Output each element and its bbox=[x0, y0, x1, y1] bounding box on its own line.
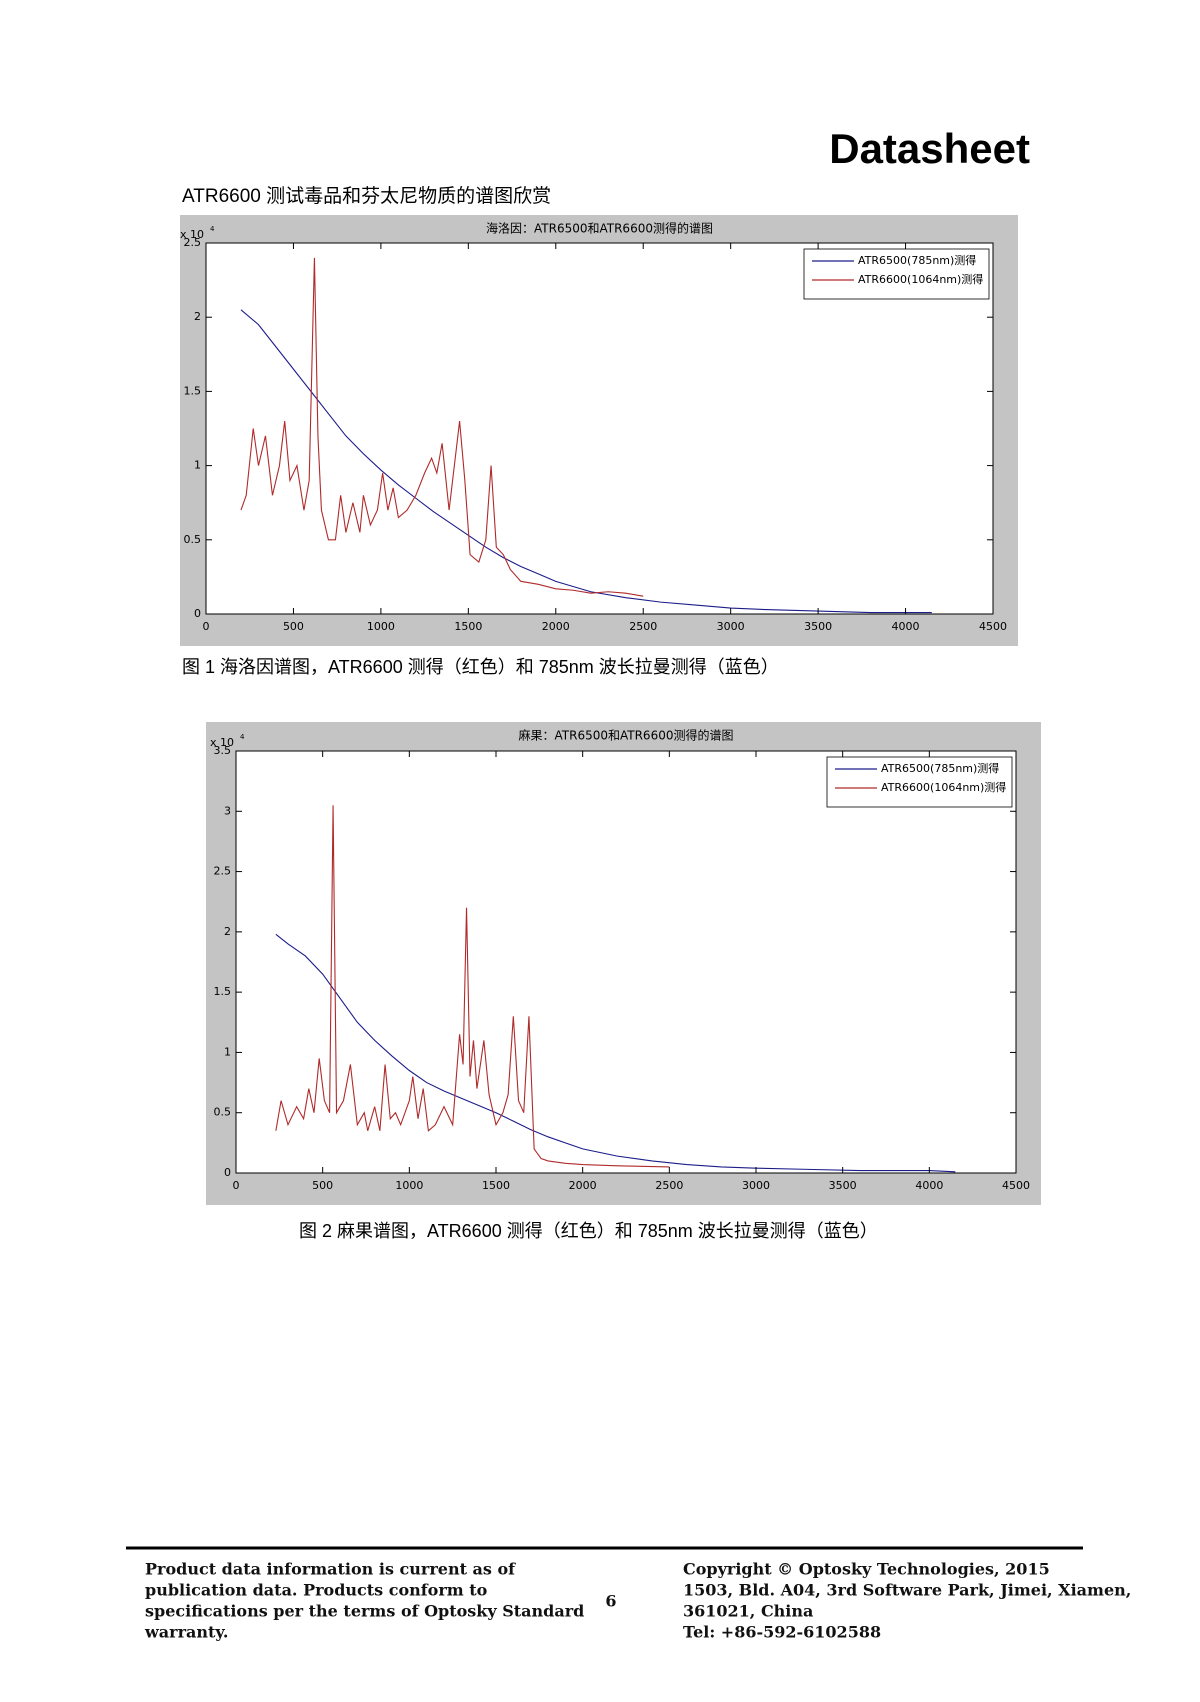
x-tick-label: 500 bbox=[283, 620, 304, 633]
footer-right: Copyright © Optosky Technologies, 2015 bbox=[683, 1560, 1050, 1579]
page-number: 6 bbox=[605, 1592, 616, 1611]
x-tick-label: 4500 bbox=[1002, 1179, 1030, 1192]
y-tick-label: 2.5 bbox=[214, 865, 232, 878]
y-tick-label: 1 bbox=[224, 1045, 231, 1058]
plot-area bbox=[236, 751, 1016, 1173]
y-tick-label: 2 bbox=[224, 925, 231, 938]
spectrum-line bbox=[240, 309, 932, 614]
figure-caption: 图 1 海洛因谱图，ATR6600 测得（红色）和 785nm 波长拉曼测得（蓝… bbox=[182, 657, 779, 677]
y-tick-label: 0.5 bbox=[184, 533, 202, 546]
x-tick-label: 4000 bbox=[915, 1179, 943, 1192]
y-multiplier: x 10 bbox=[210, 736, 234, 749]
y-tick-label: 0.5 bbox=[214, 1106, 232, 1119]
x-tick-label: 3500 bbox=[804, 620, 832, 633]
footer-left: publication data. Products conform to bbox=[145, 1581, 488, 1600]
x-tick-label: 1000 bbox=[395, 1179, 423, 1192]
x-tick-label: 2500 bbox=[655, 1179, 683, 1192]
x-tick-label: 3000 bbox=[742, 1179, 770, 1192]
plot-area bbox=[206, 243, 993, 614]
legend-box bbox=[803, 248, 990, 300]
legend-label: ATR6600(1064nm)测得 bbox=[858, 273, 983, 286]
x-tick-label: 1500 bbox=[482, 1179, 510, 1192]
footer-right: Tel: +86-592-6102588 bbox=[683, 1623, 881, 1642]
x-tick-label: 4500 bbox=[979, 620, 1007, 633]
x-tick-label: 3000 bbox=[717, 620, 745, 633]
y-tick-label: 0 bbox=[224, 1166, 231, 1179]
x-tick-label: 2000 bbox=[542, 620, 570, 633]
x-tick-label: 0 bbox=[233, 1179, 240, 1192]
x-tick-label: 2000 bbox=[569, 1179, 597, 1192]
x-tick-label: 1000 bbox=[367, 620, 395, 633]
figure-caption: 图 2 麻果谱图，ATR6600 测得（红色）和 785nm 波长拉曼测得（蓝色… bbox=[299, 1221, 878, 1241]
y-multiplier-exponent: 4 bbox=[240, 733, 245, 741]
spectrum-line bbox=[275, 805, 670, 1168]
y-tick-label: 0 bbox=[194, 607, 201, 620]
y-tick-label: 2.5 bbox=[184, 236, 202, 249]
x-tick-label: 0 bbox=[203, 620, 210, 633]
legend-box bbox=[826, 756, 1013, 808]
footer-left: Product data information is current as o… bbox=[145, 1560, 516, 1579]
chart-title: 麻果：ATR6500和ATR6600测得的谱图 bbox=[519, 728, 734, 743]
x-tick-label: 4000 bbox=[892, 620, 920, 633]
x-tick-label: 1500 bbox=[454, 620, 482, 633]
y-tick-label: 2 bbox=[194, 310, 201, 323]
legend-label: ATR6500(785nm)测得 bbox=[858, 254, 976, 267]
x-tick-label: 2500 bbox=[629, 620, 657, 633]
y-tick-label: 1.5 bbox=[214, 985, 232, 998]
plot-border bbox=[205, 242, 994, 615]
y-multiplier: x 10 bbox=[180, 228, 204, 241]
footer-left: warranty. bbox=[144, 1623, 228, 1642]
footer-right: 361021, China bbox=[683, 1602, 813, 1621]
y-tick-label: 1 bbox=[194, 459, 201, 472]
spectrum-line bbox=[240, 257, 644, 597]
x-tick-label: 500 bbox=[312, 1179, 333, 1192]
doc-title: Datasheet bbox=[829, 125, 1030, 172]
legend-label: ATR6600(1064nm)测得 bbox=[881, 781, 1006, 794]
spectrum-line bbox=[275, 933, 956, 1173]
y-tick-label: 1.5 bbox=[184, 384, 202, 397]
footer-left: specifications per the terms of Optosky … bbox=[145, 1602, 584, 1621]
doc-subtitle: ATR6600 测试毒品和芬太尼物质的谱图欣赏 bbox=[182, 185, 551, 207]
y-tick-label: 3 bbox=[224, 804, 231, 817]
y-tick-label: 3.5 bbox=[214, 744, 232, 757]
y-multiplier-exponent: 4 bbox=[210, 225, 215, 233]
legend-label: ATR6500(785nm)测得 bbox=[881, 762, 999, 775]
x-tick-label: 3500 bbox=[829, 1179, 857, 1192]
chart-title: 海洛因：ATR6500和ATR6600测得的谱图 bbox=[486, 221, 713, 236]
plot-border bbox=[235, 750, 1017, 1174]
footer-right: 1503, Bld. A04, 3rd Software Park, Jimei… bbox=[683, 1581, 1131, 1600]
